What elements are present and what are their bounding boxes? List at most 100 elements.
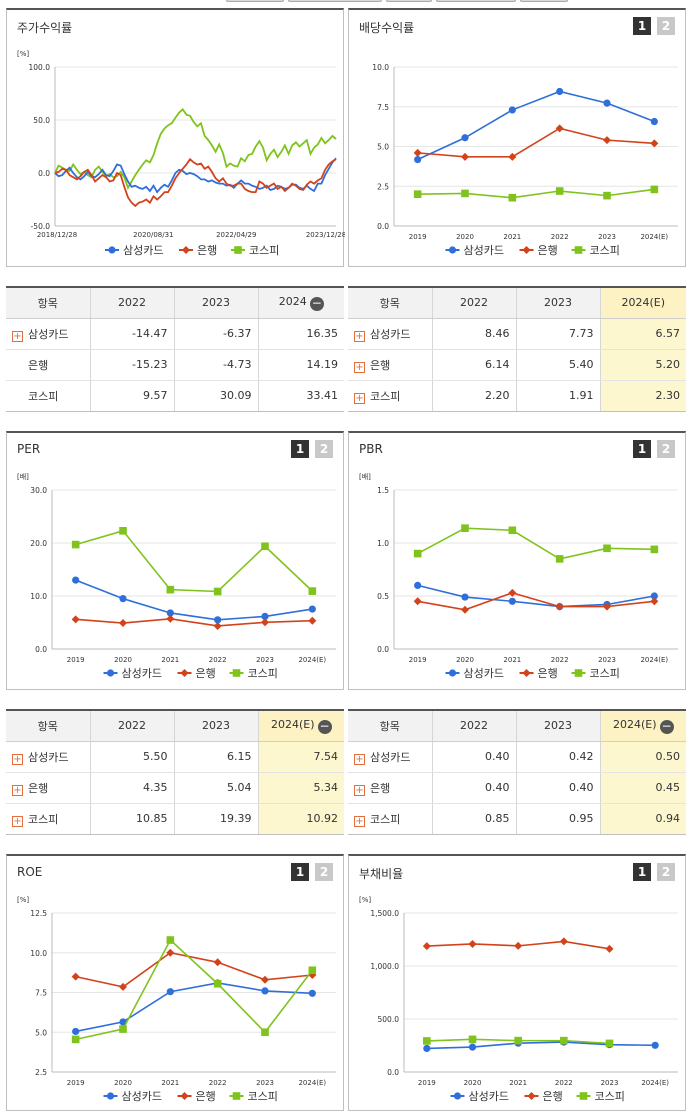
legend-item-samsung[interactable]: 삼성카드 [103,1090,162,1103]
x-tick-label: 2019 [67,656,85,664]
data-point [308,989,316,997]
data-point [650,117,658,126]
expand-icon[interactable]: + [354,392,365,404]
series-line [417,90,655,161]
page-2-button[interactable]: 2 [657,440,675,458]
legend-item-bank[interactable]: 은행 [177,667,216,680]
data-point [166,614,175,623]
series-line [75,951,313,988]
price-return-panel: 주가수익률 [%] 100.0 50.0 0.0 -50.0 2018/12/28 2020… [6,8,345,267]
page-1-button[interactable]: 1 [633,863,651,881]
data-point [119,619,127,628]
expand-icon[interactable]: + [12,753,23,765]
legend-item-samsung[interactable]: 삼성카드 [450,1090,509,1103]
table-cell: 0.40 [515,772,600,804]
table-cell: 5.20 [599,349,686,381]
data-point [166,609,174,617]
table-row: 은행 -15.23 -4.73 14.19 [6,349,344,381]
legend-label: 코스피 [249,244,279,257]
table-cell: 6.15 [173,741,258,773]
series-kospi [423,1035,614,1048]
table-cell: 0.85 [431,803,516,834]
data-point [574,246,583,254]
expand-icon[interactable]: + [354,784,365,796]
table-cell: -15.23 [89,349,174,381]
expand-icon[interactable]: + [12,815,23,827]
collapse-icon[interactable]: − [659,718,674,734]
y-tick-label: 1.5 [377,486,389,495]
page-1-button[interactable]: 1 [633,17,651,35]
row-label: 코스피 [370,812,401,826]
legend-item-bank[interactable]: 은행 [524,1090,563,1103]
column-header: 항목 [348,711,432,742]
series-line [417,527,655,560]
page-1-button[interactable]: 1 [291,863,309,881]
legend-item-kospi[interactable]: 코스피 [571,667,620,680]
legend-item-samsung[interactable]: 삼성카드 [103,667,162,680]
data-point [560,1036,568,1045]
y-axis-unit: [배] [17,472,29,481]
table-cell: -14.47 [89,318,174,350]
x-tick-label: 2019 [418,1079,436,1087]
data-point [555,602,564,611]
data-point [555,124,564,133]
page-2-button[interactable]: 2 [657,17,675,35]
x-tick-label: 2020 [456,656,474,664]
data-point [556,87,564,96]
series-samsung [72,576,316,624]
page-2-button[interactable]: 2 [315,440,333,458]
legend-item-bank[interactable]: 은행 [179,244,217,257]
data-point [559,937,568,946]
data-point [448,246,457,254]
table-row: + 코스피 10.85 19.39 10.92 [6,803,344,834]
expand-icon[interactable]: + [354,815,365,827]
x-tick-label: 2023 [256,1079,274,1087]
legend-item-bank[interactable]: 은행 [519,667,558,680]
data-point [72,576,80,584]
expand-icon[interactable]: + [354,330,365,342]
expand-icon[interactable]: + [12,330,23,342]
legend-item-bank[interactable]: 은행 [519,244,558,257]
legend-label: 코스피 [248,1090,278,1103]
panel-title: 부채비율 [359,867,404,881]
page-2-button[interactable]: 2 [315,863,333,881]
x-tick-label: 2018/12/28 [37,231,77,239]
collapse-icon[interactable]: − [317,718,332,734]
legend-item-kospi[interactable]: 코스피 [571,244,620,257]
x-tick-label: 2021 [503,656,521,664]
data-point [166,585,175,594]
series-bank [413,124,659,161]
collapse-icon[interactable]: − [309,295,324,311]
legend-item-samsung[interactable]: 삼성카드 [445,244,504,257]
table-cell: 16.35 [257,318,344,350]
x-tick-label: 2024(E) [298,1079,326,1087]
expand-icon[interactable]: + [12,784,23,796]
x-tick-label: 2022 [551,233,569,241]
data-point [180,1092,189,1100]
page-2-button[interactable]: 2 [657,863,675,881]
data-point [448,669,457,677]
legend-item-kospi[interactable]: 코스피 [229,1090,278,1103]
column-header: 2023 [173,288,258,319]
page-1-button[interactable]: 1 [291,440,309,458]
legend-item-samsung[interactable]: 삼성카드 [105,244,163,257]
table-cell: 6.14 [431,349,516,381]
panel-title: ROE [17,865,43,879]
expand-icon[interactable]: + [354,361,365,373]
legend-item-kospi[interactable]: 코스피 [231,244,279,257]
data-point [166,948,175,957]
y-tick-label: 1,500.0 [370,909,399,918]
data-point [461,605,469,614]
legend-item-kospi[interactable]: 코스피 [576,1090,625,1103]
y-tick-label: 50.0 [33,116,50,125]
table-cell: 5.50 [89,741,174,773]
column-header: 2024− [257,288,344,319]
legend-item-samsung[interactable]: 삼성카드 [445,667,504,680]
expand-icon[interactable]: + [354,753,365,765]
legend-label: 삼성카드 [123,244,163,257]
legend-item-bank[interactable]: 은행 [177,1090,216,1103]
legend-item-kospi[interactable]: 코스피 [229,667,278,680]
page-1-button[interactable]: 1 [633,440,651,458]
data-point [468,939,477,948]
data-point [232,669,241,677]
